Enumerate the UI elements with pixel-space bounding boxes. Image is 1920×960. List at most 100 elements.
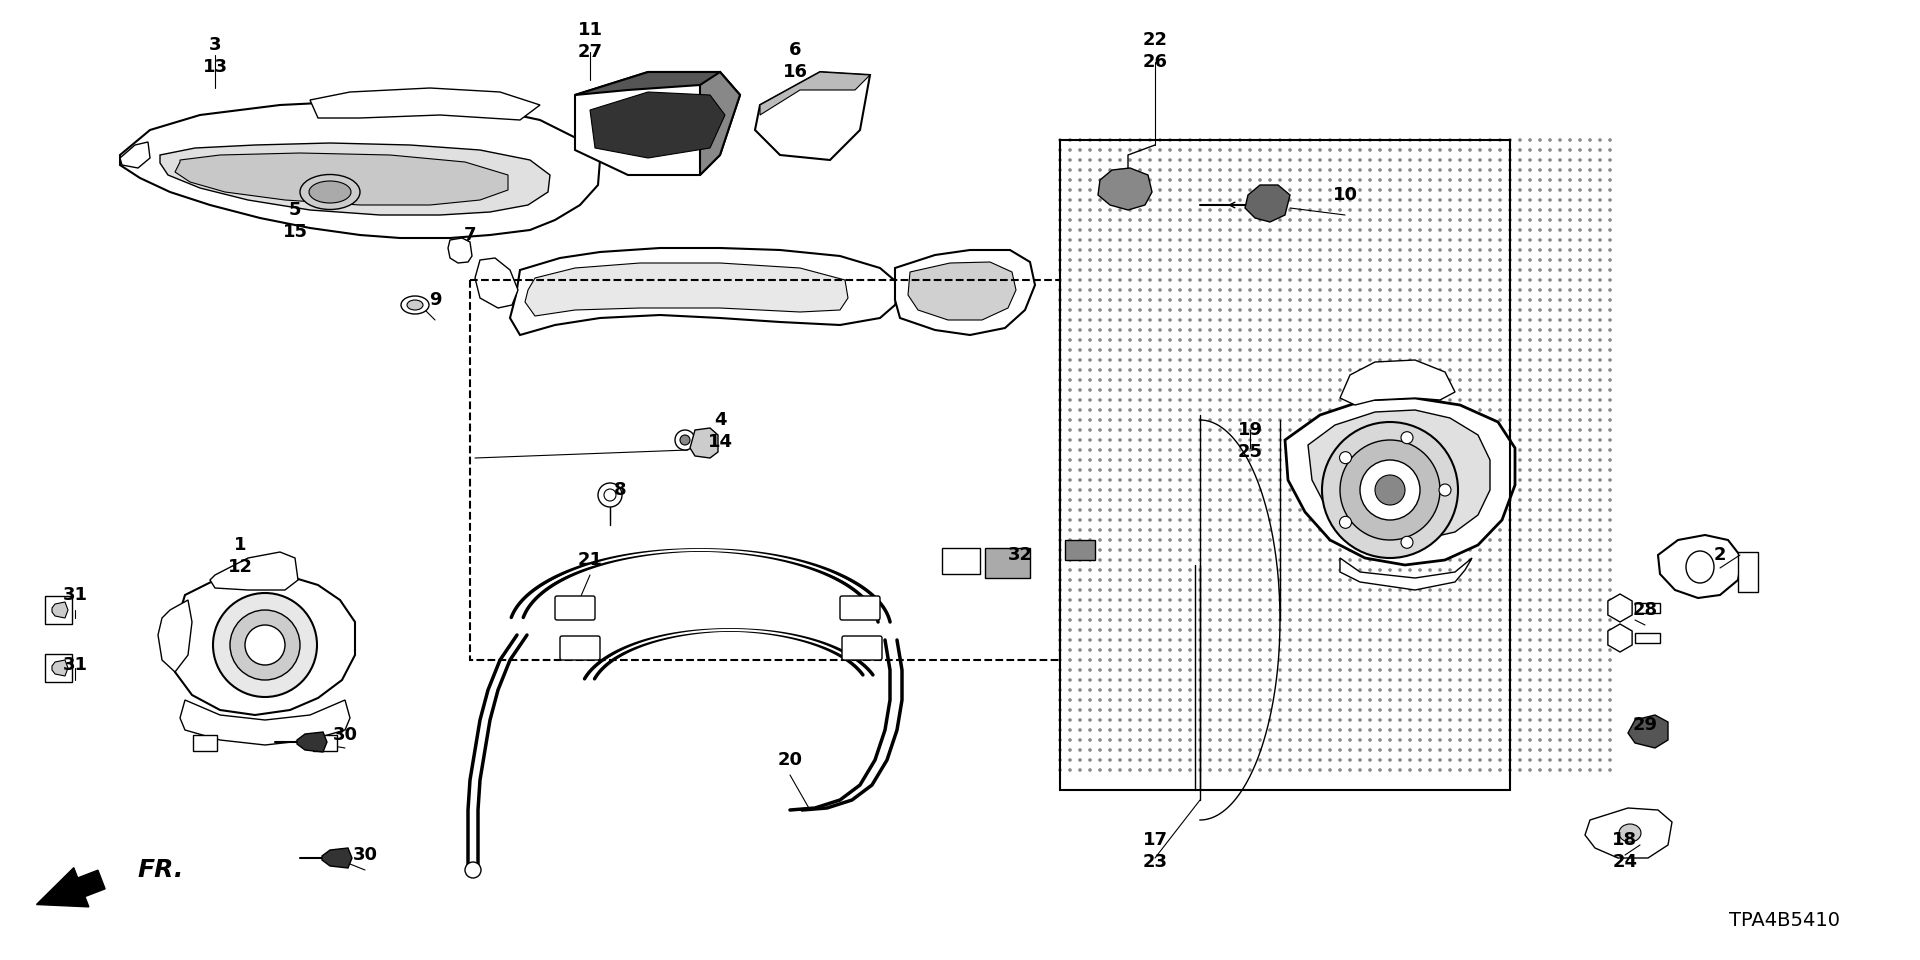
Circle shape <box>1407 358 1411 362</box>
Circle shape <box>1519 518 1523 522</box>
Circle shape <box>1419 738 1423 742</box>
Circle shape <box>1308 708 1311 711</box>
Circle shape <box>1348 498 1352 502</box>
Circle shape <box>1139 609 1142 612</box>
Circle shape <box>1117 208 1121 212</box>
Circle shape <box>1438 628 1442 632</box>
Circle shape <box>1058 208 1062 212</box>
Circle shape <box>1398 438 1402 442</box>
Circle shape <box>1388 738 1392 742</box>
Circle shape <box>1369 729 1371 732</box>
Circle shape <box>1258 378 1261 382</box>
Circle shape <box>1208 518 1212 522</box>
Circle shape <box>1578 218 1582 222</box>
Circle shape <box>1158 318 1162 322</box>
Circle shape <box>1217 528 1221 532</box>
Circle shape <box>1488 648 1492 652</box>
Circle shape <box>1419 258 1423 262</box>
Circle shape <box>1098 358 1102 362</box>
Circle shape <box>1129 158 1131 162</box>
Circle shape <box>1548 179 1551 181</box>
Circle shape <box>1089 659 1092 661</box>
Circle shape <box>1375 475 1405 505</box>
Circle shape <box>1398 188 1402 192</box>
Circle shape <box>1379 388 1382 392</box>
Circle shape <box>1148 618 1152 622</box>
Circle shape <box>1438 438 1442 442</box>
Circle shape <box>1448 758 1452 762</box>
Circle shape <box>1498 659 1501 661</box>
Circle shape <box>1258 398 1261 402</box>
Circle shape <box>1338 758 1342 762</box>
Circle shape <box>1117 698 1121 702</box>
Text: 22: 22 <box>1142 31 1167 49</box>
Circle shape <box>1288 748 1292 752</box>
Circle shape <box>1357 458 1361 462</box>
Circle shape <box>1217 238 1221 242</box>
Circle shape <box>1179 348 1183 351</box>
Circle shape <box>1068 369 1071 372</box>
Circle shape <box>1098 498 1102 502</box>
Circle shape <box>1519 198 1523 202</box>
Circle shape <box>1188 489 1192 492</box>
Circle shape <box>1298 168 1302 172</box>
Circle shape <box>1269 168 1271 172</box>
Circle shape <box>1269 738 1271 742</box>
Circle shape <box>1538 539 1542 541</box>
Circle shape <box>1398 138 1402 142</box>
Circle shape <box>1229 578 1233 582</box>
Circle shape <box>1158 299 1162 301</box>
Circle shape <box>1548 299 1551 301</box>
Circle shape <box>1139 238 1142 242</box>
Circle shape <box>1298 398 1302 402</box>
Circle shape <box>1158 468 1162 471</box>
Circle shape <box>1478 158 1482 162</box>
Circle shape <box>1388 419 1392 421</box>
Circle shape <box>1117 518 1121 522</box>
Circle shape <box>1279 338 1283 342</box>
Circle shape <box>1108 138 1112 142</box>
Circle shape <box>1058 358 1062 362</box>
Circle shape <box>1148 318 1152 322</box>
Circle shape <box>1407 708 1411 711</box>
Circle shape <box>1319 688 1321 692</box>
Circle shape <box>1588 378 1592 382</box>
Circle shape <box>1288 489 1292 492</box>
Circle shape <box>1379 228 1382 231</box>
Circle shape <box>1229 698 1233 702</box>
Circle shape <box>1329 638 1332 642</box>
Circle shape <box>1288 548 1292 552</box>
Circle shape <box>1407 428 1411 432</box>
Circle shape <box>1597 398 1601 402</box>
Circle shape <box>1258 758 1261 762</box>
Circle shape <box>1198 358 1202 362</box>
Circle shape <box>1609 208 1611 212</box>
Circle shape <box>1308 438 1311 442</box>
Circle shape <box>1148 428 1152 432</box>
Circle shape <box>1457 618 1461 622</box>
Circle shape <box>1588 468 1592 471</box>
Circle shape <box>1348 428 1352 432</box>
Text: FR.: FR. <box>136 858 184 882</box>
Circle shape <box>1308 738 1311 742</box>
Circle shape <box>1379 249 1382 252</box>
Circle shape <box>1569 369 1572 372</box>
Circle shape <box>1478 258 1482 262</box>
Circle shape <box>1398 539 1402 541</box>
Circle shape <box>597 483 622 507</box>
Circle shape <box>1419 539 1423 541</box>
Circle shape <box>1438 558 1442 562</box>
Circle shape <box>1129 718 1131 722</box>
Circle shape <box>1079 148 1081 152</box>
Circle shape <box>1098 548 1102 552</box>
Circle shape <box>1238 278 1242 282</box>
Circle shape <box>1269 398 1271 402</box>
Circle shape <box>1117 638 1121 642</box>
Circle shape <box>1089 729 1092 732</box>
Circle shape <box>1569 168 1572 172</box>
Circle shape <box>1308 299 1311 301</box>
Circle shape <box>1117 748 1121 752</box>
Circle shape <box>1379 299 1382 301</box>
Circle shape <box>1469 299 1473 301</box>
Circle shape <box>1528 428 1532 432</box>
